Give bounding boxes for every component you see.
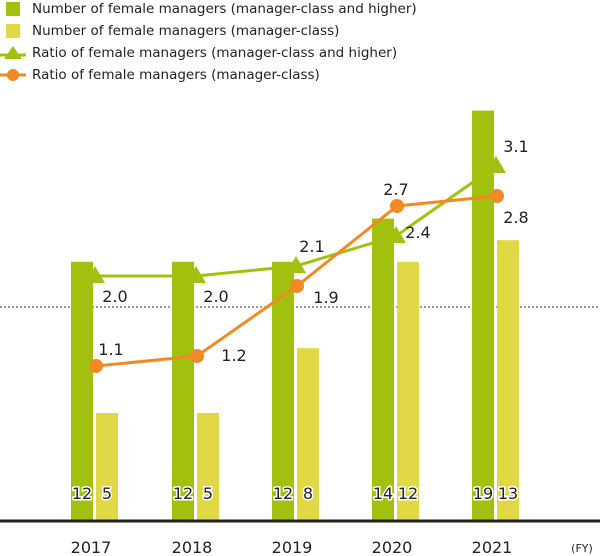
triangle-marker	[286, 256, 306, 273]
triangle-marker	[186, 266, 206, 283]
bar-manager-class-and-higher	[71, 261, 93, 521]
circle-marker	[89, 359, 103, 373]
x-tick-label: 2019	[272, 538, 313, 556]
bar-value-label: 5	[203, 484, 213, 503]
ratio-label-total: 2.0	[102, 287, 127, 306]
bar-value-label: 14	[373, 484, 393, 503]
legend-item-bar-class: Number of female managers (manager-class…	[6, 23, 339, 39]
bar-manager-class	[497, 240, 519, 521]
x-unit-label: (FY)	[571, 542, 593, 555]
bar-manager-class	[96, 413, 118, 521]
bar-manager-class-and-higher	[272, 261, 294, 521]
ratio-label-total: 2.1	[299, 237, 324, 256]
bar-value-label: 12	[273, 484, 293, 503]
bar-value-label: 12	[72, 484, 92, 503]
x-tick-label: 2018	[172, 538, 213, 556]
ratio-label-total: 3.1	[503, 137, 528, 156]
bar-manager-class	[397, 261, 419, 521]
bar-value-label: 12	[398, 484, 418, 503]
circle-marker	[190, 349, 204, 363]
bar-value-label: 12	[173, 484, 193, 503]
circle-marker	[490, 189, 504, 203]
ratio-label-total: 2.4	[405, 223, 430, 242]
triangle-marker	[486, 156, 506, 173]
legend-label: Ratio of female managers (manager-class …	[32, 45, 398, 61]
bar-manager-class	[297, 348, 319, 521]
legend-item-line-total: Ratio of female managers (manager-class …	[0, 45, 397, 61]
bar-value-label: 19	[473, 484, 493, 503]
legend-swatch-green	[6, 2, 20, 16]
ratio-label-class: 2.7	[383, 180, 408, 199]
triangle-marker	[85, 266, 105, 283]
triangle-marker-icon	[0, 46, 26, 59]
bar-value-label: 13	[498, 484, 518, 503]
x-tick-label: 2020	[372, 538, 413, 556]
legend-label: Number of female managers (manager-class…	[32, 23, 340, 39]
circle-marker	[390, 199, 404, 213]
circle-marker-icon	[0, 69, 26, 81]
ratio-label-class: 1.9	[313, 288, 338, 307]
ratio-label-class: 1.1	[98, 340, 123, 359]
legend-label: Number of female managers (manager-class…	[32, 1, 417, 17]
bar-manager-class-and-higher	[472, 110, 494, 521]
x-tick-label: 2017	[71, 538, 112, 556]
legend-item-line-class: Ratio of female managers (manager-class)	[0, 67, 320, 83]
bar-value-label: 8	[303, 484, 313, 503]
legend-item-bar-total: Number of female managers (manager-class…	[6, 1, 417, 17]
bar-manager-class-and-higher	[172, 261, 194, 521]
legend-swatch-yellow	[6, 24, 20, 38]
circle-marker	[290, 279, 304, 293]
bar-manager-class-and-higher	[372, 218, 394, 521]
ratio-label-class: 2.8	[503, 208, 528, 227]
legend-label: Ratio of female managers (manager-class)	[32, 67, 320, 83]
triangle-marker	[386, 226, 406, 243]
bar-manager-class	[197, 413, 219, 521]
ratio-label-total: 2.0	[203, 287, 228, 306]
x-tick-label: 2021	[472, 538, 513, 556]
bar-value-label: 5	[102, 484, 112, 503]
ratio-label-class: 1.2	[221, 346, 246, 365]
